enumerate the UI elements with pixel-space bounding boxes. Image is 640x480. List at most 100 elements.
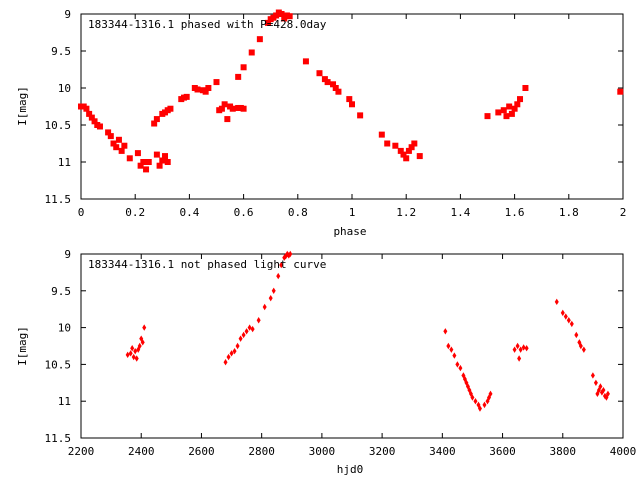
data-point — [278, 11, 285, 17]
data-point — [264, 19, 271, 26]
data-point — [126, 155, 133, 162]
x-tick-label: 1.8 — [559, 206, 579, 219]
data-point — [110, 140, 117, 147]
data-point — [276, 272, 281, 280]
y-tick-label: 11.5 — [45, 432, 72, 445]
data-point — [244, 328, 249, 335]
data-point — [202, 88, 209, 95]
data-point — [205, 85, 212, 91]
data-point — [133, 347, 138, 355]
data-point — [522, 85, 529, 91]
y-axis-ticks: 9 9.5 10 10.5 11 11.5 — [45, 248, 623, 445]
y-tick-label: 10.5 — [45, 358, 72, 371]
data-point — [455, 361, 460, 368]
x-tick-label: 3000 — [309, 445, 336, 458]
data-point — [115, 136, 122, 143]
data-point — [256, 36, 263, 43]
data-point — [302, 58, 309, 65]
x-tick-label: 2 — [620, 206, 627, 219]
data-point — [495, 109, 502, 116]
data-point — [143, 166, 150, 173]
data-point — [167, 105, 174, 112]
data-point — [484, 113, 491, 120]
data-point — [403, 155, 410, 162]
x-tick-label: 0 — [78, 206, 85, 219]
data-point — [446, 342, 451, 350]
data-point — [330, 81, 337, 88]
data-point — [128, 350, 133, 357]
data-point — [335, 88, 342, 95]
data-point — [601, 386, 606, 394]
data-point — [83, 105, 90, 112]
x-tick-label: 3200 — [369, 445, 396, 458]
data-point — [518, 346, 523, 353]
data-point — [517, 355, 522, 362]
data-point — [140, 339, 145, 346]
data-point — [282, 254, 287, 261]
data-point — [224, 116, 231, 123]
data-point — [248, 49, 255, 56]
data-point — [470, 394, 475, 401]
x-tick-label: 3600 — [489, 445, 516, 458]
x-axis-ticks: 0 0.2 0.4 0.6 0.8 1 1.2 1.4 1.6 1.8 2 — [78, 14, 627, 219]
data-point — [221, 101, 228, 108]
x-tick-label: 1.4 — [450, 206, 470, 219]
x-tick-label: 2200 — [68, 445, 95, 458]
data-point — [503, 113, 510, 120]
data-point — [96, 123, 103, 130]
data-point — [229, 105, 236, 112]
data-point — [554, 298, 559, 306]
y-tick-label: 10 — [58, 322, 71, 335]
data-point — [140, 159, 147, 165]
data-point — [416, 153, 423, 160]
y-tick-label: 9.5 — [51, 285, 71, 298]
data-point — [235, 342, 240, 350]
data-point — [113, 144, 120, 151]
data-point — [384, 140, 391, 147]
data-point — [134, 150, 141, 157]
data-point — [508, 110, 515, 117]
data-point — [153, 151, 160, 158]
phased-light-curve-chart: 0 0.2 0.4 0.6 0.8 1 1.2 1.4 1.6 1.8 2 9 9.5 10 10.5 11… — [16, 8, 626, 238]
data-point — [250, 325, 255, 333]
data-point — [324, 79, 331, 86]
data-point — [125, 351, 130, 359]
y-tick-label: 11 — [58, 156, 71, 169]
data-point — [397, 147, 404, 154]
data-point — [408, 144, 415, 151]
data-point — [560, 309, 565, 317]
y-axis-ticks: 9 9.5 10 10.5 11 11.5 — [45, 8, 623, 206]
data-point — [574, 331, 579, 339]
data-point — [316, 70, 323, 77]
data-point — [164, 159, 171, 165]
data-point — [521, 344, 526, 351]
data-point — [268, 294, 273, 302]
data-point — [226, 353, 231, 361]
data-point — [121, 142, 128, 149]
data-point — [617, 88, 624, 95]
x-tick-label: 0.6 — [234, 206, 254, 219]
data-point — [105, 129, 112, 136]
x-tick-label: 3800 — [550, 445, 577, 458]
data-point — [235, 73, 242, 80]
data-point — [279, 261, 284, 269]
x-tick-label: 2600 — [188, 445, 215, 458]
data-point — [142, 324, 147, 331]
data-point — [232, 347, 237, 355]
data-point — [512, 346, 517, 353]
data-point — [524, 345, 529, 352]
x-tick-label: 4000 — [610, 445, 637, 458]
data-point — [405, 147, 412, 154]
data-point — [477, 405, 482, 412]
data-point — [137, 342, 142, 350]
data-point — [392, 142, 399, 149]
data-point — [458, 364, 463, 372]
data-point — [151, 120, 158, 127]
x-tick-label: 0.4 — [179, 206, 199, 219]
data-point — [605, 390, 610, 398]
data-point — [566, 317, 571, 324]
data-point — [500, 107, 507, 114]
data-point — [482, 401, 487, 409]
x-tick-label: 2800 — [248, 445, 275, 458]
